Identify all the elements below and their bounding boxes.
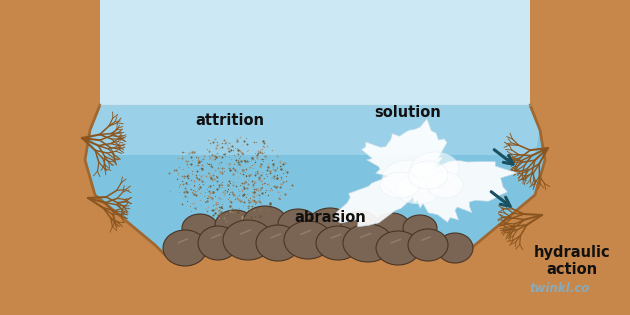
Ellipse shape (396, 176, 440, 204)
Ellipse shape (437, 233, 473, 263)
Polygon shape (85, 105, 545, 255)
Polygon shape (90, 105, 540, 155)
Ellipse shape (256, 225, 300, 261)
Ellipse shape (243, 206, 287, 238)
Ellipse shape (223, 220, 273, 260)
Ellipse shape (182, 214, 218, 242)
Ellipse shape (374, 213, 410, 241)
Polygon shape (465, 0, 630, 255)
Ellipse shape (341, 211, 379, 239)
Ellipse shape (411, 152, 459, 184)
Ellipse shape (343, 224, 393, 262)
Ellipse shape (316, 226, 360, 260)
Text: solution: solution (375, 105, 442, 120)
Ellipse shape (382, 160, 438, 196)
Text: attrition: attrition (195, 113, 265, 128)
Ellipse shape (408, 161, 448, 189)
Text: abrasion: abrasion (294, 210, 366, 225)
Text: hydraulic
action: hydraulic action (534, 245, 610, 278)
Text: twinkl.co: twinkl.co (530, 282, 590, 295)
Ellipse shape (309, 208, 351, 238)
Polygon shape (0, 0, 630, 255)
Polygon shape (465, 255, 630, 315)
Polygon shape (165, 255, 465, 315)
Ellipse shape (408, 229, 448, 261)
Ellipse shape (163, 230, 207, 266)
Ellipse shape (403, 215, 437, 241)
Ellipse shape (380, 172, 420, 198)
Ellipse shape (278, 209, 318, 239)
Ellipse shape (198, 226, 238, 260)
Polygon shape (335, 119, 517, 227)
Polygon shape (0, 255, 165, 315)
Ellipse shape (427, 172, 463, 198)
Ellipse shape (376, 231, 420, 265)
Ellipse shape (215, 210, 255, 240)
Ellipse shape (284, 221, 332, 259)
